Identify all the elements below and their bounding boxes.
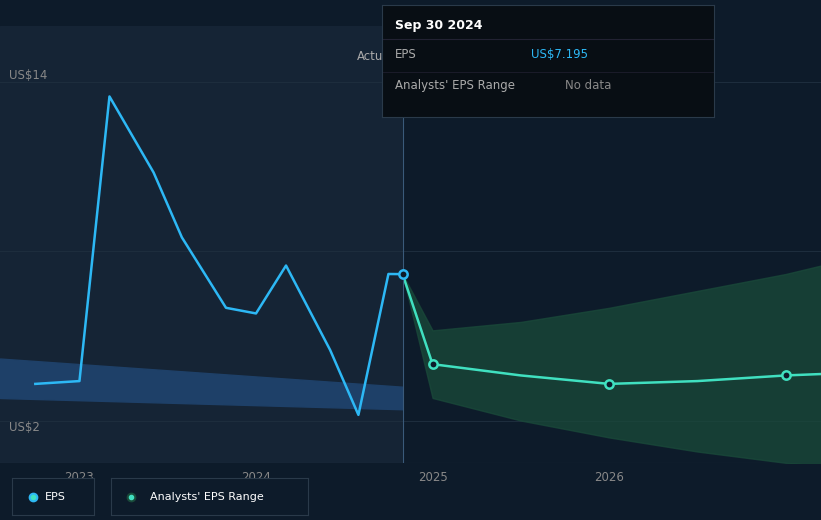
Text: 2023: 2023	[65, 471, 94, 484]
Text: Analysts' EPS Range: Analysts' EPS Range	[395, 79, 515, 92]
Text: Actual: Actual	[357, 50, 394, 63]
Text: 2025: 2025	[418, 471, 447, 484]
Text: Sep 30 2024: Sep 30 2024	[395, 19, 483, 32]
Text: EPS: EPS	[45, 491, 66, 502]
Bar	[402, 26, 821, 463]
Text: Analysts Forecasts: Analysts Forecasts	[417, 50, 526, 63]
Text: Analysts' EPS Range: Analysts' EPS Range	[150, 491, 264, 502]
Text: US$14: US$14	[9, 69, 47, 82]
Text: 2026: 2026	[594, 471, 624, 484]
Text: EPS: EPS	[395, 48, 417, 61]
Text: 2024: 2024	[241, 471, 271, 484]
Text: US$2: US$2	[9, 421, 39, 434]
Text: No data: No data	[565, 79, 611, 92]
Text: US$7.195: US$7.195	[531, 48, 589, 61]
Bar	[0, 26, 402, 463]
